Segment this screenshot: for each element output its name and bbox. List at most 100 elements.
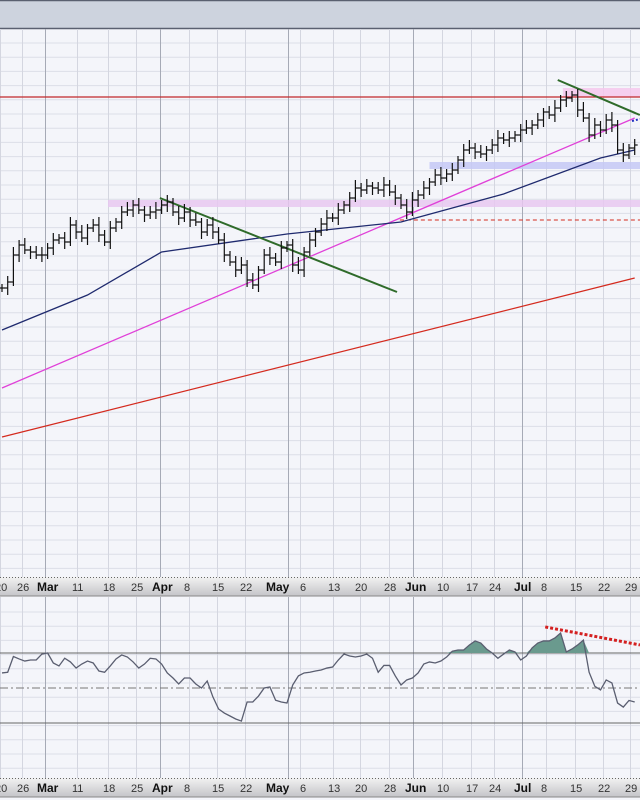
rsi-panel bbox=[0, 625, 640, 724]
date-label: 18 bbox=[103, 582, 115, 594]
ohlc-bar bbox=[187, 207, 194, 227]
date-label: 8 bbox=[184, 783, 190, 795]
highlight-band bbox=[562, 88, 640, 97]
ohlc-bar bbox=[175, 206, 182, 225]
ohlc-bar bbox=[170, 198, 176, 216]
ohlc-bar bbox=[215, 227, 222, 244]
date-label: 29 bbox=[625, 783, 637, 795]
ohlc-bar bbox=[95, 217, 102, 242]
date-label: 10 bbox=[437, 582, 449, 594]
date-label: 8 bbox=[541, 783, 547, 795]
ohlc-bar bbox=[477, 145, 484, 158]
ohlc-bar bbox=[631, 139, 638, 155]
date-label: 15 bbox=[570, 783, 582, 795]
date-label: 26 bbox=[17, 783, 29, 795]
ohlc-bar bbox=[10, 247, 17, 286]
date-label: 20 bbox=[355, 582, 367, 594]
support-trendline bbox=[1, 117, 635, 389]
date-label: 22 bbox=[598, 783, 610, 795]
price-grid bbox=[0, 29, 640, 577]
ohlc-bar bbox=[386, 180, 393, 196]
ohlc-bar bbox=[557, 95, 564, 112]
ohlc-bar bbox=[597, 121, 604, 137]
date-label: 13 bbox=[328, 783, 340, 795]
ohlc-bar bbox=[67, 217, 74, 246]
date-label: 11 bbox=[72, 783, 83, 795]
date-label: 8 bbox=[184, 582, 190, 594]
ohlc-bar bbox=[420, 181, 427, 199]
ohlc-bar bbox=[16, 240, 23, 262]
x-axis-rsi: 20 26 Mar 11 18 25 Apr 8 15 22 May 6 13 20 28 Jun 10 17 24… bbox=[0, 778, 640, 798]
ohlc-bar bbox=[0, 284, 5, 292]
ohlc-bar bbox=[540, 108, 547, 127]
ohlc-bar bbox=[614, 120, 621, 154]
ohlc-bar bbox=[295, 257, 302, 274]
date-label: 20 bbox=[0, 582, 7, 594]
ohlc-bar bbox=[352, 180, 359, 202]
ohlc-bar bbox=[44, 243, 51, 259]
ohlc-bar bbox=[574, 89, 581, 117]
sma200-line bbox=[1, 277, 635, 438]
ohlc-bar bbox=[369, 182, 376, 195]
ohlc-bar bbox=[443, 169, 450, 182]
ohlc-bar bbox=[272, 253, 279, 266]
ohlc-bar bbox=[135, 198, 142, 214]
ohlc-bar bbox=[512, 131, 518, 142]
chart-header-bar bbox=[0, 0, 640, 28]
ohlc-bar bbox=[27, 246, 34, 259]
highlight-bands bbox=[108, 88, 640, 207]
month-label: Apr bbox=[152, 781, 173, 795]
ohlc-bar bbox=[437, 167, 444, 185]
ohlc-bar bbox=[466, 140, 473, 154]
axis-background bbox=[0, 577, 640, 596]
ohlc-bar bbox=[551, 100, 558, 122]
ohlc-bar bbox=[50, 233, 57, 255]
ohlc-bar bbox=[227, 251, 233, 266]
ohlc-bar bbox=[346, 192, 353, 212]
ohlc-bar bbox=[261, 249, 268, 274]
ohlc-bar bbox=[152, 202, 159, 219]
ohlc-bar bbox=[608, 112, 615, 132]
ohlc-bar bbox=[238, 257, 245, 274]
ohlc-bar bbox=[113, 218, 119, 232]
ohlc-bar bbox=[73, 220, 80, 239]
date-label: 24 bbox=[489, 783, 501, 795]
ohlc-bar bbox=[392, 185, 399, 205]
month-label: Jun bbox=[405, 781, 426, 795]
date-label: 22 bbox=[598, 582, 610, 594]
ohlc-bar bbox=[90, 219, 97, 232]
ohlc-bar bbox=[546, 106, 553, 119]
ohlc-bar bbox=[323, 210, 330, 231]
ohlc-bar bbox=[255, 266, 262, 292]
ohlc-bar bbox=[101, 230, 108, 246]
ohlc-bar bbox=[4, 276, 11, 295]
ohlc-bar bbox=[221, 233, 228, 262]
date-label: 25 bbox=[131, 783, 143, 795]
ohlc-bar bbox=[318, 218, 325, 236]
ohlc-bar bbox=[591, 118, 598, 139]
month-label: Mar bbox=[37, 580, 59, 594]
ohlc-bar bbox=[181, 204, 188, 222]
date-label: 20 bbox=[0, 783, 7, 795]
highlight-band bbox=[429, 162, 640, 169]
ohlc-bar bbox=[84, 224, 91, 245]
ohlc-bar bbox=[358, 183, 365, 197]
axis-background bbox=[0, 778, 640, 797]
ohlc-bar bbox=[415, 190, 422, 207]
date-label: 6 bbox=[300, 582, 306, 594]
ohlc-bar bbox=[249, 273, 256, 289]
date-label: 26 bbox=[17, 582, 29, 594]
ohlc-bar bbox=[472, 143, 479, 159]
ohlc-bar bbox=[449, 163, 456, 181]
ohlc-bar bbox=[534, 113, 541, 129]
date-label: 18 bbox=[103, 783, 115, 795]
date-label: 17 bbox=[466, 582, 478, 594]
ohlc-bar bbox=[489, 139, 496, 154]
x-axis-price: 20 26 Mar 11 18 25 Apr 8 15 22 May 6 13 20 28 Jun 10 17 24… bbox=[0, 577, 640, 597]
date-label: 15 bbox=[212, 582, 224, 594]
ohlc-bar bbox=[141, 206, 148, 222]
ohlc-bar bbox=[244, 260, 251, 287]
ohlc-bar bbox=[523, 120, 530, 134]
blue-dotted-line bbox=[631, 118, 640, 122]
